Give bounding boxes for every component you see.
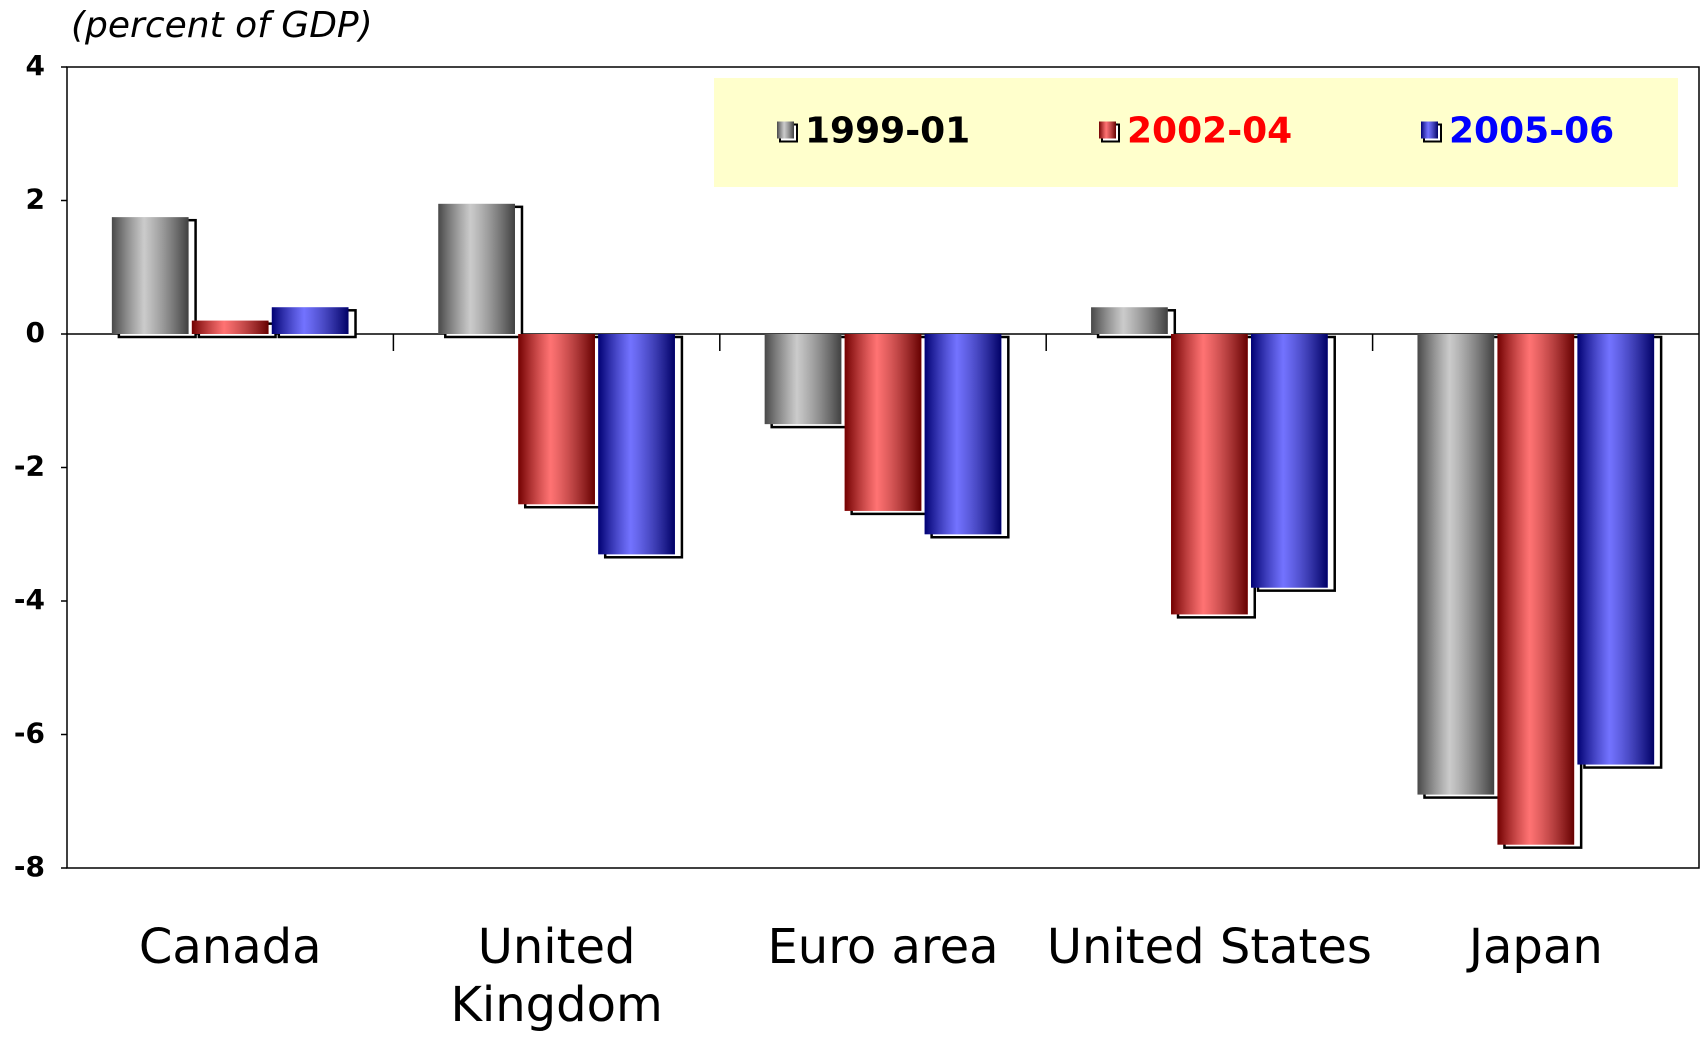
legend-label: 2002-04 — [1127, 111, 1292, 152]
bar-shine — [1091, 307, 1168, 334]
y-tick-label: 0 — [26, 316, 45, 349]
legend-marker-shine — [777, 121, 794, 139]
bar-shine — [1577, 334, 1655, 765]
bar-shine — [518, 334, 595, 505]
bar-shine — [1171, 334, 1248, 615]
x-tick-label: Canada — [138, 919, 322, 975]
y-tick-label: -6 — [14, 717, 45, 750]
bar-shine — [111, 217, 189, 334]
bar-shine — [598, 334, 675, 555]
bar-shine — [271, 307, 349, 334]
y-tick-label: 2 — [26, 183, 45, 216]
chart-subtitle: (percent of GDP) — [71, 5, 373, 46]
legend-marker-shine — [1099, 121, 1116, 139]
bar-shine — [1497, 334, 1575, 845]
x-tick-label: United States — [1046, 919, 1372, 975]
legend-label: 1999-01 — [805, 111, 970, 152]
bar-shine — [438, 203, 515, 334]
legend-box — [714, 78, 1678, 187]
bar-shine — [1251, 334, 1328, 588]
bar-shine — [764, 334, 842, 425]
y-tick-label: -8 — [14, 850, 45, 883]
y-tick-label: -4 — [14, 583, 45, 616]
bar-shine — [191, 320, 269, 334]
y-tick-label: -2 — [14, 450, 45, 483]
y-tick-label: 4 — [26, 49, 45, 82]
x-tick-label: Euro area — [767, 919, 999, 975]
bar-shine — [844, 334, 922, 511]
legend-label: 2005-06 — [1449, 111, 1614, 152]
legend-marker-shine — [1421, 121, 1438, 139]
bar-shine — [924, 334, 1002, 535]
bar-shine — [1417, 334, 1495, 795]
x-tick-label: Japan — [1468, 919, 1603, 975]
x-tick-label: United Kingdom — [450, 919, 663, 1033]
